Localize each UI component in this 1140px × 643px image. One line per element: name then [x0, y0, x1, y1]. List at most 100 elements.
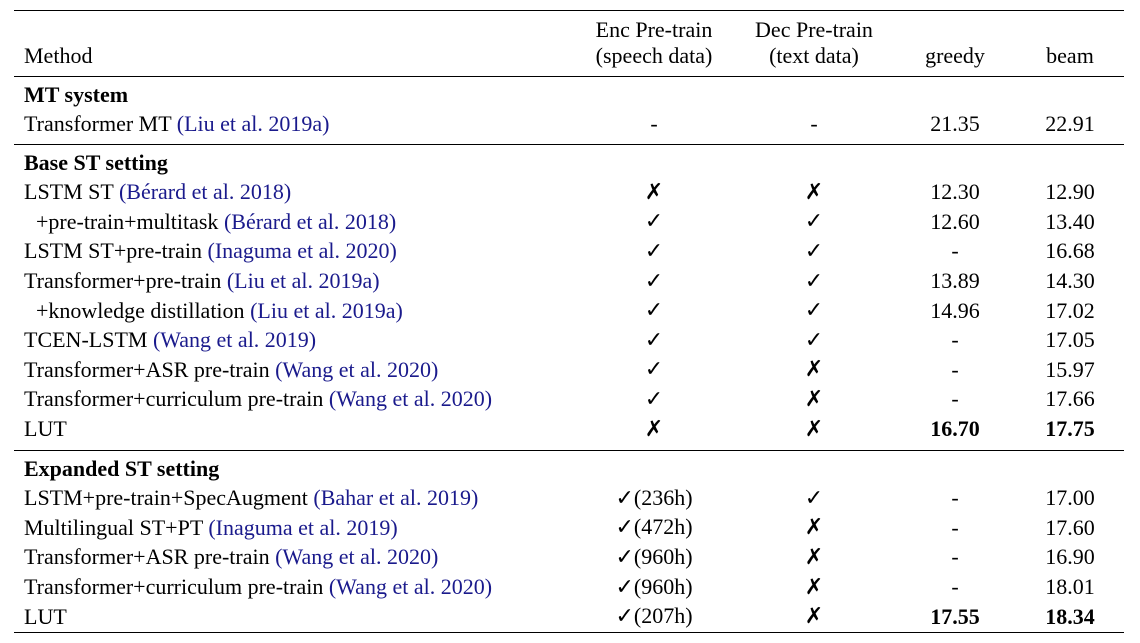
check-icon: ✓: [644, 209, 664, 235]
method-cell: LSTM ST+pre-train (Inaguma et al. 2020): [14, 237, 574, 267]
dec-pretrain-cell: -: [810, 110, 818, 136]
header-dec-line2: (text data): [769, 43, 859, 68]
section-title: Expanded ST setting: [24, 456, 220, 482]
method-cell: LSTM ST (Bérard et al. 2018): [14, 178, 574, 208]
header-dec-pretrain: Dec Pre-train (text data): [734, 11, 894, 77]
method-cell: Multilingual ST+PT (Inaguma et al. 2019): [14, 513, 574, 543]
method-name: Multilingual ST+PT: [24, 514, 209, 540]
greedy-score: 14.96: [930, 297, 980, 323]
table-row: LSTM ST+pre-train (Inaguma et al. 2020) …: [14, 237, 1124, 267]
citation-link[interactable]: (Wang et al. 2020): [275, 356, 439, 382]
method-cell: Transformer+curriculum pre-train (Wang e…: [14, 385, 574, 415]
method-cell: +knowledge distillation (Liu et al. 2019…: [14, 296, 574, 326]
citation-link[interactable]: (Bahar et al. 2019): [313, 485, 479, 511]
citation-link[interactable]: (Liu et al. 2019a): [250, 297, 403, 323]
table-row: LUT ✓(207h) ✗ 17.55 18.34: [14, 602, 1124, 633]
beam-score: 14.30: [1045, 268, 1095, 294]
method-cell: TCEN-LSTM (Wang et al. 2019): [14, 326, 574, 356]
method-cell: Transformer+curriculum pre-train (Wang e…: [14, 573, 574, 603]
method-name: Transformer+ASR pre-train: [24, 544, 276, 570]
header-enc-line2: (speech data): [595, 43, 713, 68]
table-row: Transformer+curriculum pre-train (Wang e…: [14, 385, 1124, 415]
table-row: Transformer+curriculum pre-train (Wang e…: [14, 573, 1124, 603]
table-row: Transformer+pre-train (Liu et al. 2019a)…: [14, 267, 1124, 297]
citation-link[interactable]: (Wang et al. 2019): [152, 327, 317, 353]
pretrain-hours: (472h): [633, 514, 693, 540]
cross-icon: ✗: [804, 179, 824, 205]
citation-link[interactable]: (Inaguma et al. 2020): [207, 238, 397, 264]
greedy-score: -: [951, 238, 959, 264]
table-row: +knowledge distillation (Liu et al. 2019…: [14, 296, 1124, 326]
beam-score: 17.60: [1045, 514, 1095, 540]
check-icon: ✓: [644, 386, 664, 412]
check-icon: ✓: [804, 327, 824, 353]
section-expanded-st: Expanded ST setting LSTM+pre-train+SpecA…: [14, 450, 1124, 633]
cross-icon: ✗: [644, 416, 664, 442]
cross-icon: ✗: [644, 179, 664, 205]
enc-pretrain-cell: ✓(960h): [574, 573, 734, 603]
table-header: Method Enc Pre-train (speech data) Dec P…: [14, 10, 1124, 77]
citation-link[interactable]: (Inaguma et al. 2019): [208, 514, 398, 540]
beam-score: 13.40: [1045, 208, 1095, 234]
citation-link[interactable]: (Liu et al. 2019a): [176, 110, 330, 136]
cross-icon: ✗: [804, 574, 824, 600]
check-icon: ✓: [644, 298, 664, 324]
header-enc-line1: Enc Pre-train: [595, 17, 713, 42]
method-cell: Transformer MT (Liu et al. 2019a): [14, 110, 574, 145]
check-icon: ✓: [804, 238, 824, 264]
beam-score: 17.02: [1045, 297, 1095, 323]
table-row: LSTM ST (Bérard et al. 2018) ✗ ✗ 12.30 1…: [14, 178, 1124, 208]
check-icon: ✓: [644, 268, 664, 294]
header-enc-pretrain: Enc Pre-train (speech data): [574, 11, 734, 77]
greedy-score: -: [951, 356, 959, 382]
cross-icon: ✗: [804, 416, 824, 442]
beam-score: 22.91: [1045, 110, 1095, 136]
greedy-score: -: [951, 386, 959, 412]
method-name: Transformer MT: [24, 110, 177, 136]
beam-score: 17.05: [1045, 327, 1095, 353]
citation-link[interactable]: (Bérard et al. 2018): [118, 179, 292, 205]
check-icon: ✓: [644, 327, 664, 353]
pretrain-hours: (236h): [633, 484, 693, 510]
cross-icon: ✗: [804, 386, 824, 412]
check-icon: ✓: [615, 604, 634, 630]
greedy-score: -: [951, 327, 959, 353]
beam-score: 16.90: [1045, 544, 1095, 570]
check-icon: ✓: [804, 268, 824, 294]
greedy-score: -: [951, 574, 959, 599]
method-cell: Transformer+ASR pre-train (Wang et al. 2…: [14, 355, 574, 385]
table-row: Multilingual ST+PT (Inaguma et al. 2019)…: [14, 513, 1124, 543]
citation-link[interactable]: (Wang et al. 2020): [328, 386, 493, 412]
pretrain-hours: (960h): [633, 543, 693, 569]
method-name: Transformer+curriculum pre-train: [24, 574, 329, 599]
citation-link[interactable]: (Liu et al. 2019a): [226, 268, 380, 294]
cross-icon: ✗: [804, 357, 824, 383]
method-name: Transformer+curriculum pre-train: [24, 386, 329, 412]
check-icon: ✓: [804, 485, 824, 511]
greedy-score: 16.70: [930, 416, 980, 442]
greedy-score: 13.89: [930, 268, 980, 294]
table-row: LUT ✗ ✗ 16.70 17.75: [14, 415, 1124, 451]
section-base-st: Base ST setting LSTM ST (Bérard et al. 2…: [14, 144, 1124, 451]
check-icon: ✓: [615, 485, 634, 511]
table-row: LSTM+pre-train+SpecAugment (Bahar et al.…: [14, 484, 1124, 514]
method-cell: Transformer+pre-train (Liu et al. 2019a): [14, 267, 574, 297]
greedy-score: 17.55: [930, 603, 980, 629]
citation-link[interactable]: (Wang et al. 2020): [275, 544, 439, 570]
greedy-score: -: [951, 485, 959, 511]
header-method: Method: [24, 43, 93, 68]
pretrain-hours: (960h): [633, 573, 693, 599]
results-table-container: Method Enc Pre-train (speech data) Dec P…: [14, 10, 1124, 633]
check-icon: ✓: [615, 574, 634, 600]
section-title: Base ST setting: [24, 150, 168, 176]
citation-link[interactable]: (Wang et al. 2020): [328, 574, 493, 599]
beam-score: 18.01: [1045, 574, 1095, 599]
header-dec-line1: Dec Pre-train: [755, 17, 873, 42]
check-icon: ✓: [644, 357, 664, 383]
citation-link[interactable]: (Bérard et al. 2018): [223, 208, 397, 234]
greedy-score: 12.30: [930, 179, 980, 205]
method-name: LUT: [24, 416, 67, 442]
enc-pretrain-cell: ✓(960h): [574, 543, 734, 573]
check-icon: ✓: [615, 515, 634, 541]
beam-score: 12.90: [1045, 179, 1095, 205]
